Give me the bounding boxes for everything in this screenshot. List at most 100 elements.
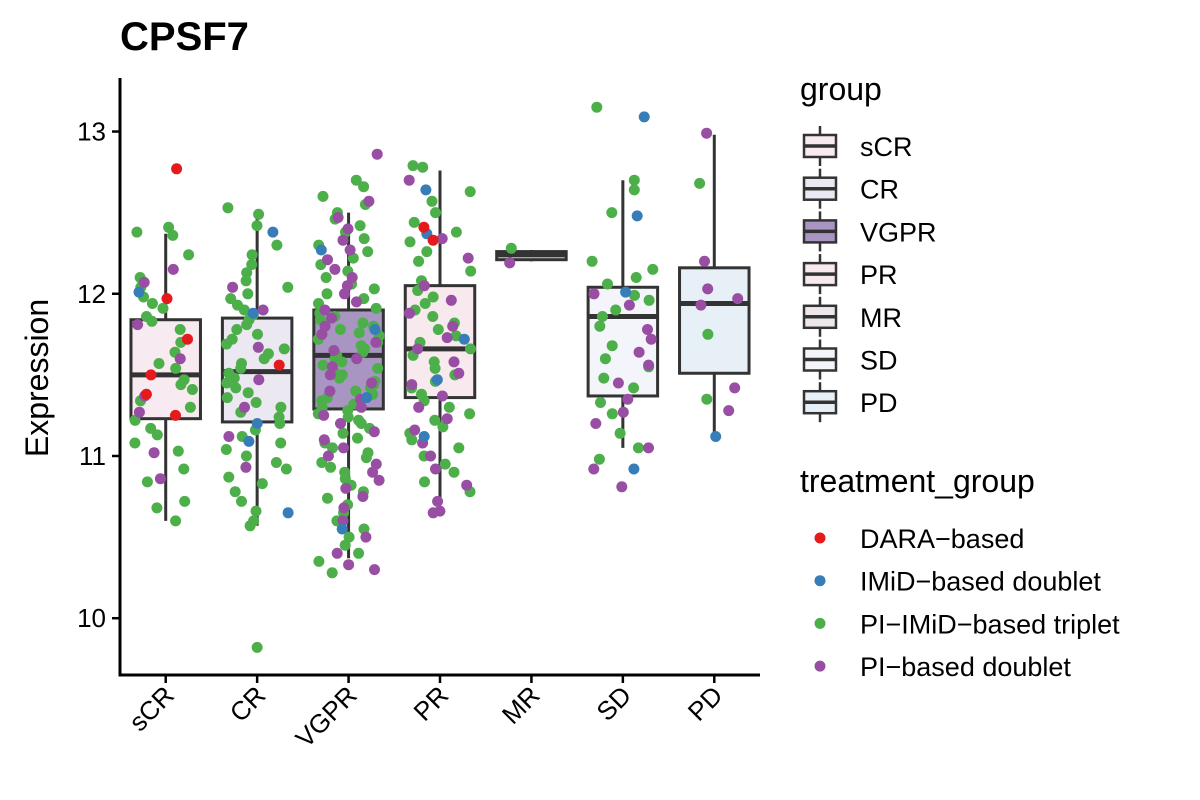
- data-point: [337, 515, 349, 527]
- data-point: [241, 267, 253, 279]
- data-point: [413, 255, 425, 267]
- data-point: [633, 346, 645, 358]
- data-point: [404, 307, 415, 319]
- data-point: [431, 374, 443, 386]
- y-tick-label: 10: [77, 603, 106, 633]
- data-point: [318, 409, 330, 421]
- data-point: [445, 294, 457, 306]
- data-point: [253, 374, 265, 386]
- data-point: [145, 369, 157, 381]
- data-point: [346, 272, 358, 283]
- box-iqr-pd: [678, 266, 751, 375]
- data-point: [161, 293, 173, 305]
- data-point: [246, 259, 258, 271]
- data-point: [282, 507, 294, 519]
- data-point: [229, 486, 241, 498]
- data-point: [186, 384, 198, 395]
- data-point: [623, 299, 635, 311]
- data-point: [343, 559, 355, 571]
- data-point: [167, 229, 179, 241]
- data-point: [643, 294, 655, 306]
- data-point: [366, 377, 378, 389]
- data-point: [590, 418, 602, 429]
- data-point: [406, 379, 418, 391]
- data-point: [151, 429, 163, 441]
- plot-area: [129, 101, 751, 653]
- data-point: [337, 427, 349, 439]
- x-tick-label: sCR: [123, 680, 180, 737]
- legend-key-sd: [802, 339, 838, 380]
- data-point: [628, 382, 640, 394]
- data-point: [170, 515, 182, 527]
- data-point: [430, 463, 441, 475]
- data-point: [647, 263, 659, 275]
- data-point: [427, 507, 439, 519]
- data-point: [240, 450, 252, 462]
- data-point: [355, 401, 367, 413]
- data-point: [157, 302, 169, 314]
- data-point: [244, 520, 256, 532]
- data-point: [336, 356, 348, 368]
- data-point: [453, 367, 465, 379]
- data-point: [333, 372, 345, 384]
- data-point: [588, 463, 600, 475]
- data-point: [723, 405, 735, 417]
- data-point: [638, 111, 650, 123]
- data-point: [313, 555, 325, 567]
- data-point: [350, 174, 362, 186]
- data-point: [425, 450, 437, 462]
- data-point: [252, 341, 264, 353]
- data-point: [350, 385, 362, 397]
- data-point: [630, 272, 642, 283]
- data-point: [324, 369, 336, 381]
- data-point: [167, 263, 179, 275]
- data-point: [596, 311, 608, 322]
- data-point: [371, 148, 383, 160]
- legend-treatment-dot: [814, 660, 826, 672]
- data-point: [643, 442, 654, 454]
- data-point: [420, 184, 432, 196]
- legend-group-label: VGPR: [860, 217, 937, 247]
- data-point: [427, 234, 439, 246]
- y-tick-label: 11: [79, 441, 106, 471]
- data-point: [699, 255, 710, 267]
- x-tick-label: VGPR: [289, 680, 362, 753]
- data-point: [250, 505, 262, 517]
- data-point: [352, 432, 363, 444]
- data-point: [223, 431, 235, 442]
- data-point: [443, 401, 455, 413]
- data-point: [351, 296, 362, 308]
- data-point: [240, 275, 252, 287]
- data-point: [370, 302, 382, 314]
- data-point: [632, 442, 644, 454]
- data-point: [338, 442, 349, 454]
- data-point: [732, 293, 744, 305]
- data-point: [320, 272, 332, 283]
- data-point: [336, 523, 348, 535]
- legend-key-pr: [802, 254, 838, 295]
- data-point: [465, 343, 476, 355]
- data-point: [430, 207, 441, 219]
- data-point: [606, 408, 618, 420]
- data-point: [413, 401, 425, 413]
- data-point: [171, 163, 183, 175]
- data-point: [351, 353, 363, 365]
- data-point: [273, 359, 285, 371]
- data-point: [458, 333, 470, 345]
- data-point: [251, 418, 263, 429]
- data-point: [465, 265, 477, 277]
- data-point: [464, 408, 476, 420]
- legend-group-title: group: [800, 71, 882, 107]
- data-point: [588, 288, 600, 300]
- points-group: [129, 101, 744, 579]
- data-point: [591, 101, 603, 113]
- data-point: [448, 356, 460, 368]
- data-point: [606, 207, 618, 219]
- data-point: [450, 226, 462, 238]
- data-point: [129, 437, 141, 449]
- data-point: [132, 319, 144, 331]
- data-point: [358, 233, 370, 245]
- data-point: [599, 353, 611, 365]
- data-point: [242, 387, 254, 399]
- data-point: [146, 315, 158, 327]
